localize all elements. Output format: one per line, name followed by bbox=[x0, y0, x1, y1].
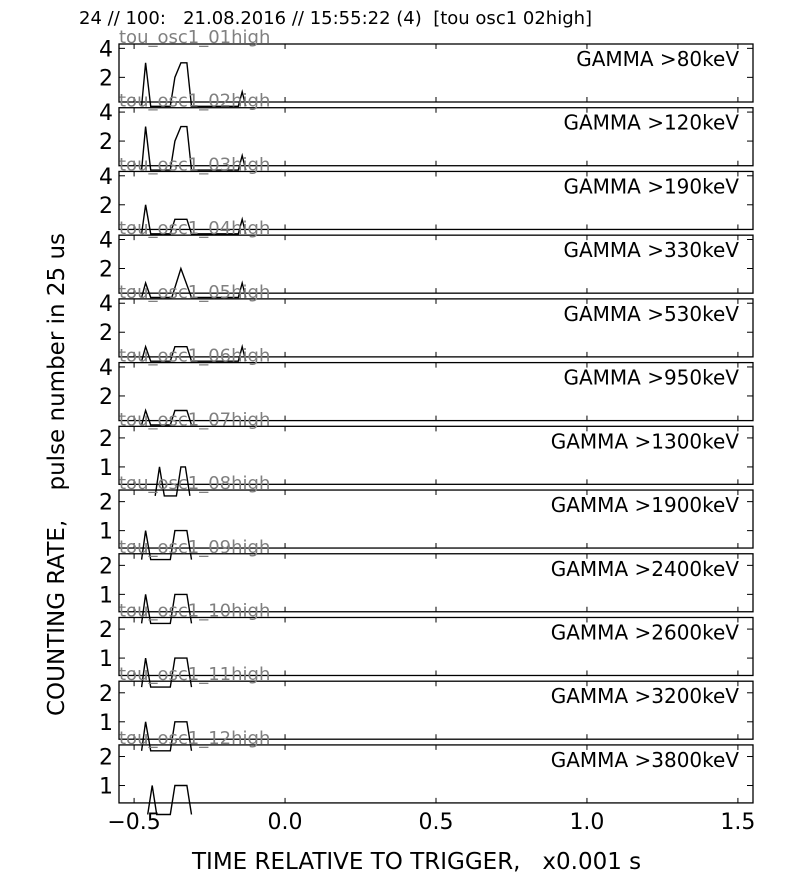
channel-name-label: tou_osc1_06high bbox=[119, 346, 270, 367]
channel-name-label: tou_osc1_11high bbox=[119, 664, 270, 685]
series-line bbox=[140, 204, 247, 235]
panel-energy-label: GAMMA >190keV bbox=[563, 174, 739, 198]
y-tick-label: 2 bbox=[99, 618, 113, 643]
channel-name-label: tou_osc1_04high bbox=[119, 218, 270, 239]
panel-energy-label: GAMMA >1300keV bbox=[551, 429, 740, 453]
panel-energy-label: GAMMA >530keV bbox=[563, 302, 739, 326]
y-tick-label: 2 bbox=[99, 491, 113, 516]
series-line bbox=[140, 721, 193, 752]
y-tick-label: 2 bbox=[99, 66, 113, 91]
y-tick-label: 1 bbox=[99, 711, 113, 736]
y-tick-label: 1 bbox=[99, 583, 113, 608]
series-line bbox=[140, 657, 193, 688]
panel-energy-label: GAMMA >330keV bbox=[563, 238, 739, 262]
series-line bbox=[140, 125, 247, 171]
channel-name-label: tou_osc1_05high bbox=[119, 282, 270, 303]
channel-name-label: tou_osc1_10high bbox=[119, 600, 270, 621]
series-line bbox=[140, 529, 193, 561]
channel-name-label: tou_osc1_08high bbox=[119, 473, 270, 494]
y-tick-label: 4 bbox=[99, 37, 113, 62]
y-tick-label: 2 bbox=[99, 194, 113, 219]
channel-name-label: tou_osc1_01high bbox=[119, 27, 270, 48]
x-tick-label: 0.5 bbox=[419, 810, 454, 835]
channel-name-label: tou_osc1_09high bbox=[119, 537, 270, 558]
series-line bbox=[140, 343, 247, 362]
panel-energy-label: GAMMA >950keV bbox=[563, 366, 739, 390]
series-line bbox=[154, 466, 191, 497]
y-tick-label: 4 bbox=[99, 101, 113, 126]
series-line bbox=[140, 408, 193, 426]
figure-header: 24 // 100: 21.08.2016 // 15:55:22 (4) [t… bbox=[79, 8, 593, 29]
y-tick-label: 2 bbox=[99, 258, 113, 283]
y-tick-label: 2 bbox=[99, 385, 113, 410]
channel-name-label: tou_osc1_02high bbox=[119, 91, 270, 112]
x-tick-label: 0.0 bbox=[268, 810, 303, 835]
series-line bbox=[140, 62, 247, 107]
series-line bbox=[147, 784, 193, 816]
series-line bbox=[140, 593, 193, 625]
y-tick-label: 1 bbox=[99, 647, 113, 672]
panel-energy-label: GAMMA >120keV bbox=[563, 111, 739, 135]
y-tick-label: 2 bbox=[99, 746, 113, 771]
y-tick-label: 4 bbox=[99, 165, 113, 190]
y-tick-label: 1 bbox=[99, 775, 113, 800]
y-tick-label: 2 bbox=[99, 554, 113, 579]
series-line bbox=[140, 266, 247, 299]
y-tick-label: 2 bbox=[99, 321, 113, 346]
panel-energy-label: GAMMA >80keV bbox=[576, 47, 739, 71]
y-tick-label: 2 bbox=[99, 427, 113, 452]
y-tick-label: 1 bbox=[99, 520, 113, 545]
y-tick-label: 4 bbox=[99, 229, 113, 254]
channel-name-label: tou_osc1_07high bbox=[119, 409, 270, 430]
panel-energy-label: GAMMA >3800keV bbox=[551, 748, 740, 772]
panel-energy-label: GAMMA >2600keV bbox=[551, 620, 740, 644]
y-tick-label: 4 bbox=[99, 292, 113, 317]
x-tick-label: −0.5 bbox=[107, 810, 160, 835]
channel-name-label: tou_osc1_12high bbox=[119, 728, 270, 749]
panel-energy-label: GAMMA >1900keV bbox=[551, 493, 740, 517]
y-tick-label: 2 bbox=[99, 682, 113, 707]
y-tick-label: 2 bbox=[99, 130, 113, 155]
y-tick-label: 4 bbox=[99, 356, 113, 381]
x-tick-label: 1.0 bbox=[569, 810, 604, 835]
channel-name-label: tou_osc1_03high bbox=[119, 154, 270, 175]
y-tick-label: 1 bbox=[99, 456, 113, 481]
x-axis-label: TIME RELATIVE TO TRIGGER, x0.001 s bbox=[192, 849, 642, 875]
panel-energy-label: GAMMA >3200keV bbox=[551, 684, 740, 708]
panel-energy-label: GAMMA >2400keV bbox=[551, 557, 740, 581]
x-tick-label: 1.5 bbox=[720, 810, 755, 835]
